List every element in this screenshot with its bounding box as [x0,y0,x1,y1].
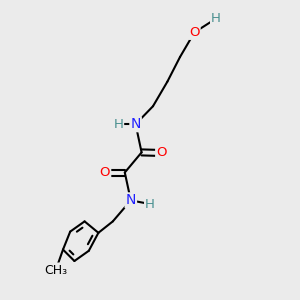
Text: O: O [189,26,200,39]
Text: N: N [130,117,141,131]
Text: N: N [126,194,136,207]
Text: CH₃: CH₃ [44,263,68,277]
Text: H: H [113,118,123,131]
Text: O: O [156,146,167,160]
Text: H: H [145,197,155,211]
Text: O: O [100,166,110,179]
Text: H: H [211,12,221,25]
